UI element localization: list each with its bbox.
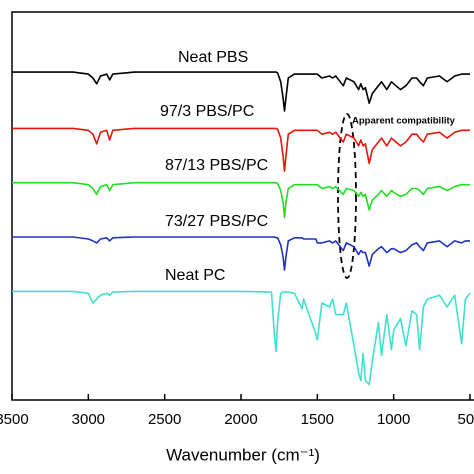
x-tick-label: 1500	[301, 411, 334, 428]
series-label: 97/3 PBS/PC	[160, 103, 254, 120]
spectrum-line	[12, 290, 471, 386]
spectrum-line	[12, 71, 470, 112]
x-tick-label: 2000	[224, 411, 257, 428]
x-tick-label: 1000	[377, 411, 410, 428]
series-label: Neat PC	[165, 267, 225, 284]
x-axis-label: Wavenumber (cm⁻¹)	[166, 445, 320, 464]
spectrum-line	[12, 236, 470, 271]
x-tick-label: 3000	[72, 411, 105, 428]
series-label: Neat PBS	[178, 49, 248, 66]
plot-frame	[11, 11, 474, 401]
series-label: 87/13 PBS/PC	[165, 157, 268, 174]
spectrum-line	[12, 181, 470, 219]
highlight-ellipse	[337, 113, 357, 279]
annotation: Apparent compatibility	[352, 116, 456, 127]
x-tick-label: 3500	[0, 411, 29, 428]
x-tick-label: 2500	[148, 411, 181, 428]
series-label: 73/27 PBS/PC	[165, 213, 268, 230]
spectrum-line	[12, 127, 470, 172]
x-tick-label: 500	[457, 411, 474, 428]
